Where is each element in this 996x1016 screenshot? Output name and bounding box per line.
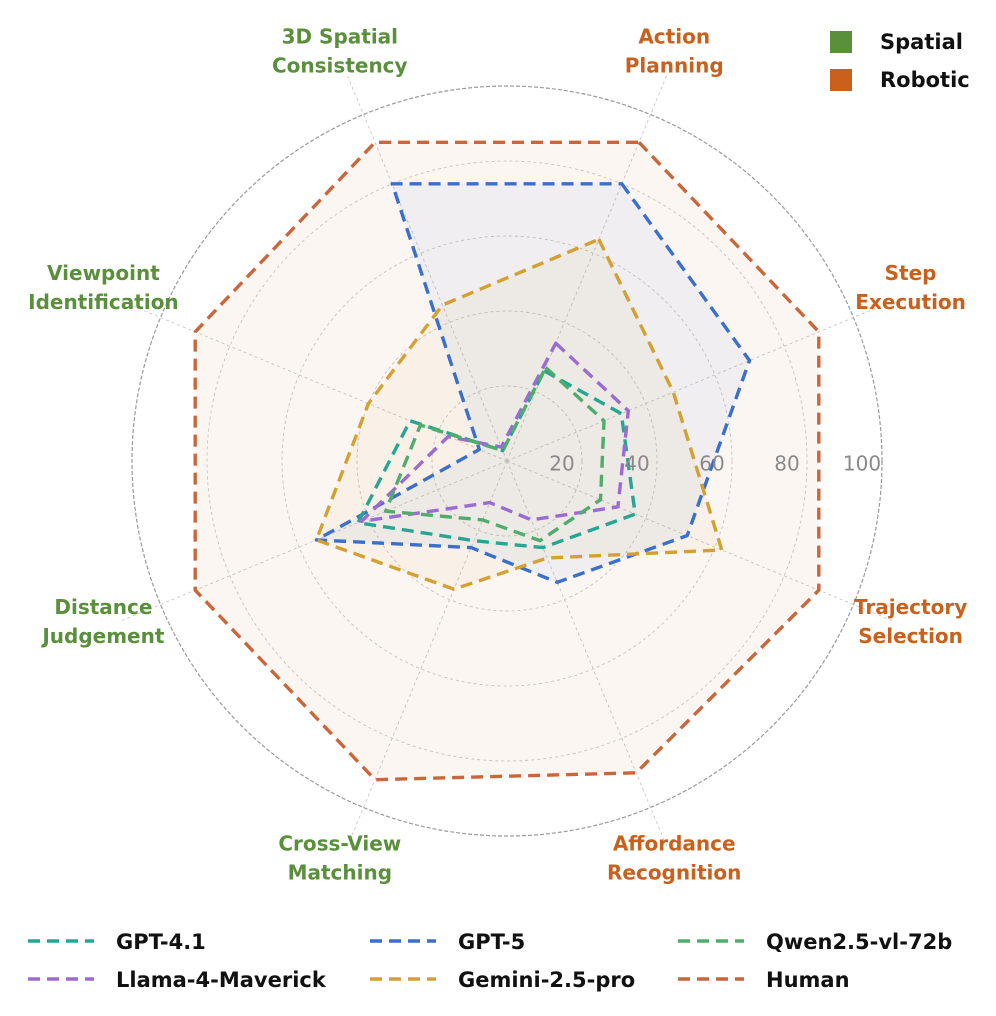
series-line-qwen2-5-vl-72b — [384, 365, 606, 543]
axis-label-line: Selection — [858, 624, 963, 648]
axis-label-line: 3D Spatial — [282, 24, 398, 48]
category-legend: Spatial Robotic — [830, 30, 970, 92]
axis-label-viewpoint-identification: Viewpoint Identification — [28, 261, 179, 314]
grid-circle-100 — [131, 85, 883, 837]
radial-tick-labels: 20 40 60 80 100 — [549, 452, 881, 476]
category-swatch-spatial — [830, 31, 852, 53]
legend-label-llama-4-maverick: Llama-4-Maverick — [116, 968, 327, 992]
grid-circle-40 — [356, 310, 658, 612]
legend-label-qwen2-5-vl-72b: Qwen2.5-vl-72b — [766, 930, 952, 954]
axis-label-line: Step — [885, 261, 937, 285]
series-fill-human — [195, 142, 819, 780]
category-label-robotic: Robotic — [880, 68, 970, 92]
tick-label-100: 100 — [843, 452, 881, 476]
tick-label-80: 80 — [774, 452, 799, 476]
axis-label-action-planning: Action Planning — [625, 24, 724, 77]
tick-label-60: 60 — [699, 452, 724, 476]
tick-label-40: 40 — [624, 452, 649, 476]
legend-label-human: Human — [766, 968, 850, 992]
axis-label-line: Planning — [625, 53, 724, 77]
axis-label-line: Consistency — [272, 53, 408, 77]
axis-spoke-2 — [506, 460, 896, 623]
legend-label-gemini-2-5-pro: Gemini-2.5-pro — [458, 968, 635, 992]
axis-spoke-7 — [345, 72, 508, 462]
series-line-gpt-5 — [314, 182, 752, 584]
series-line-llama-4-maverick — [359, 341, 630, 523]
series-line-gemini-2-5-pro — [314, 237, 724, 591]
axis-label-trajectory-selection: Trajectory Selection — [854, 595, 967, 648]
axis-label-line: Action — [638, 24, 710, 48]
axis-label-line: Cross-View — [278, 832, 401, 856]
series-lines — [193, 140, 821, 782]
axis-spoke-0 — [506, 72, 669, 462]
tick-label-20: 20 — [549, 452, 574, 476]
axis-spoke-4 — [345, 460, 508, 850]
series-line-human — [193, 140, 821, 782]
axis-labels: Action Planning Step Execution Trajectory Sel… — [28, 24, 967, 884]
axis-label-line: Execution — [855, 290, 966, 314]
axis-label-line: Identification — [28, 290, 179, 314]
category-swatch-robotic — [830, 69, 852, 91]
legend-label-gpt-4-1: GPT-4.1 — [116, 930, 206, 954]
series-fill-gpt-5 — [316, 183, 750, 583]
series-legend: GPT-4.1 GPT-5 Qwen2.5-vl-72b Llama-4-Maveri… — [28, 930, 952, 992]
grid-circle-60 — [281, 235, 733, 687]
axis-label-line: Recognition — [607, 861, 741, 885]
axis-label-distance-judgement: Distance Judgement — [40, 595, 165, 648]
axis-label-line: Judgement — [40, 624, 165, 648]
axis-label-affordance-recognition: Affordance Recognition — [607, 832, 741, 885]
axis-label-line: Affordance — [613, 832, 736, 856]
radar-grid — [118, 72, 896, 850]
axis-spoke-5 — [118, 460, 508, 623]
axis-spoke-3 — [506, 460, 669, 850]
axis-label-line: Trajectory — [854, 595, 967, 619]
grid-circle-80 — [206, 160, 808, 762]
category-label-spatial: Spatial — [880, 30, 963, 54]
axis-spoke-1 — [506, 299, 896, 462]
legend-label-gpt-5: GPT-5 — [458, 930, 525, 954]
axis-label-line: Matching — [288, 861, 392, 885]
axis-label-step-execution: Step Execution — [855, 261, 966, 314]
axis-label-line: Viewpoint — [47, 261, 160, 285]
grid-circle-20 — [431, 385, 583, 537]
axis-label-cross-view-matching: Cross-View Matching — [278, 832, 401, 885]
axis-label-3d-spatial-consistency: 3D Spatial Consistency — [272, 24, 408, 77]
axis-spoke-6 — [118, 299, 508, 462]
axis-label-line: Distance — [54, 595, 152, 619]
